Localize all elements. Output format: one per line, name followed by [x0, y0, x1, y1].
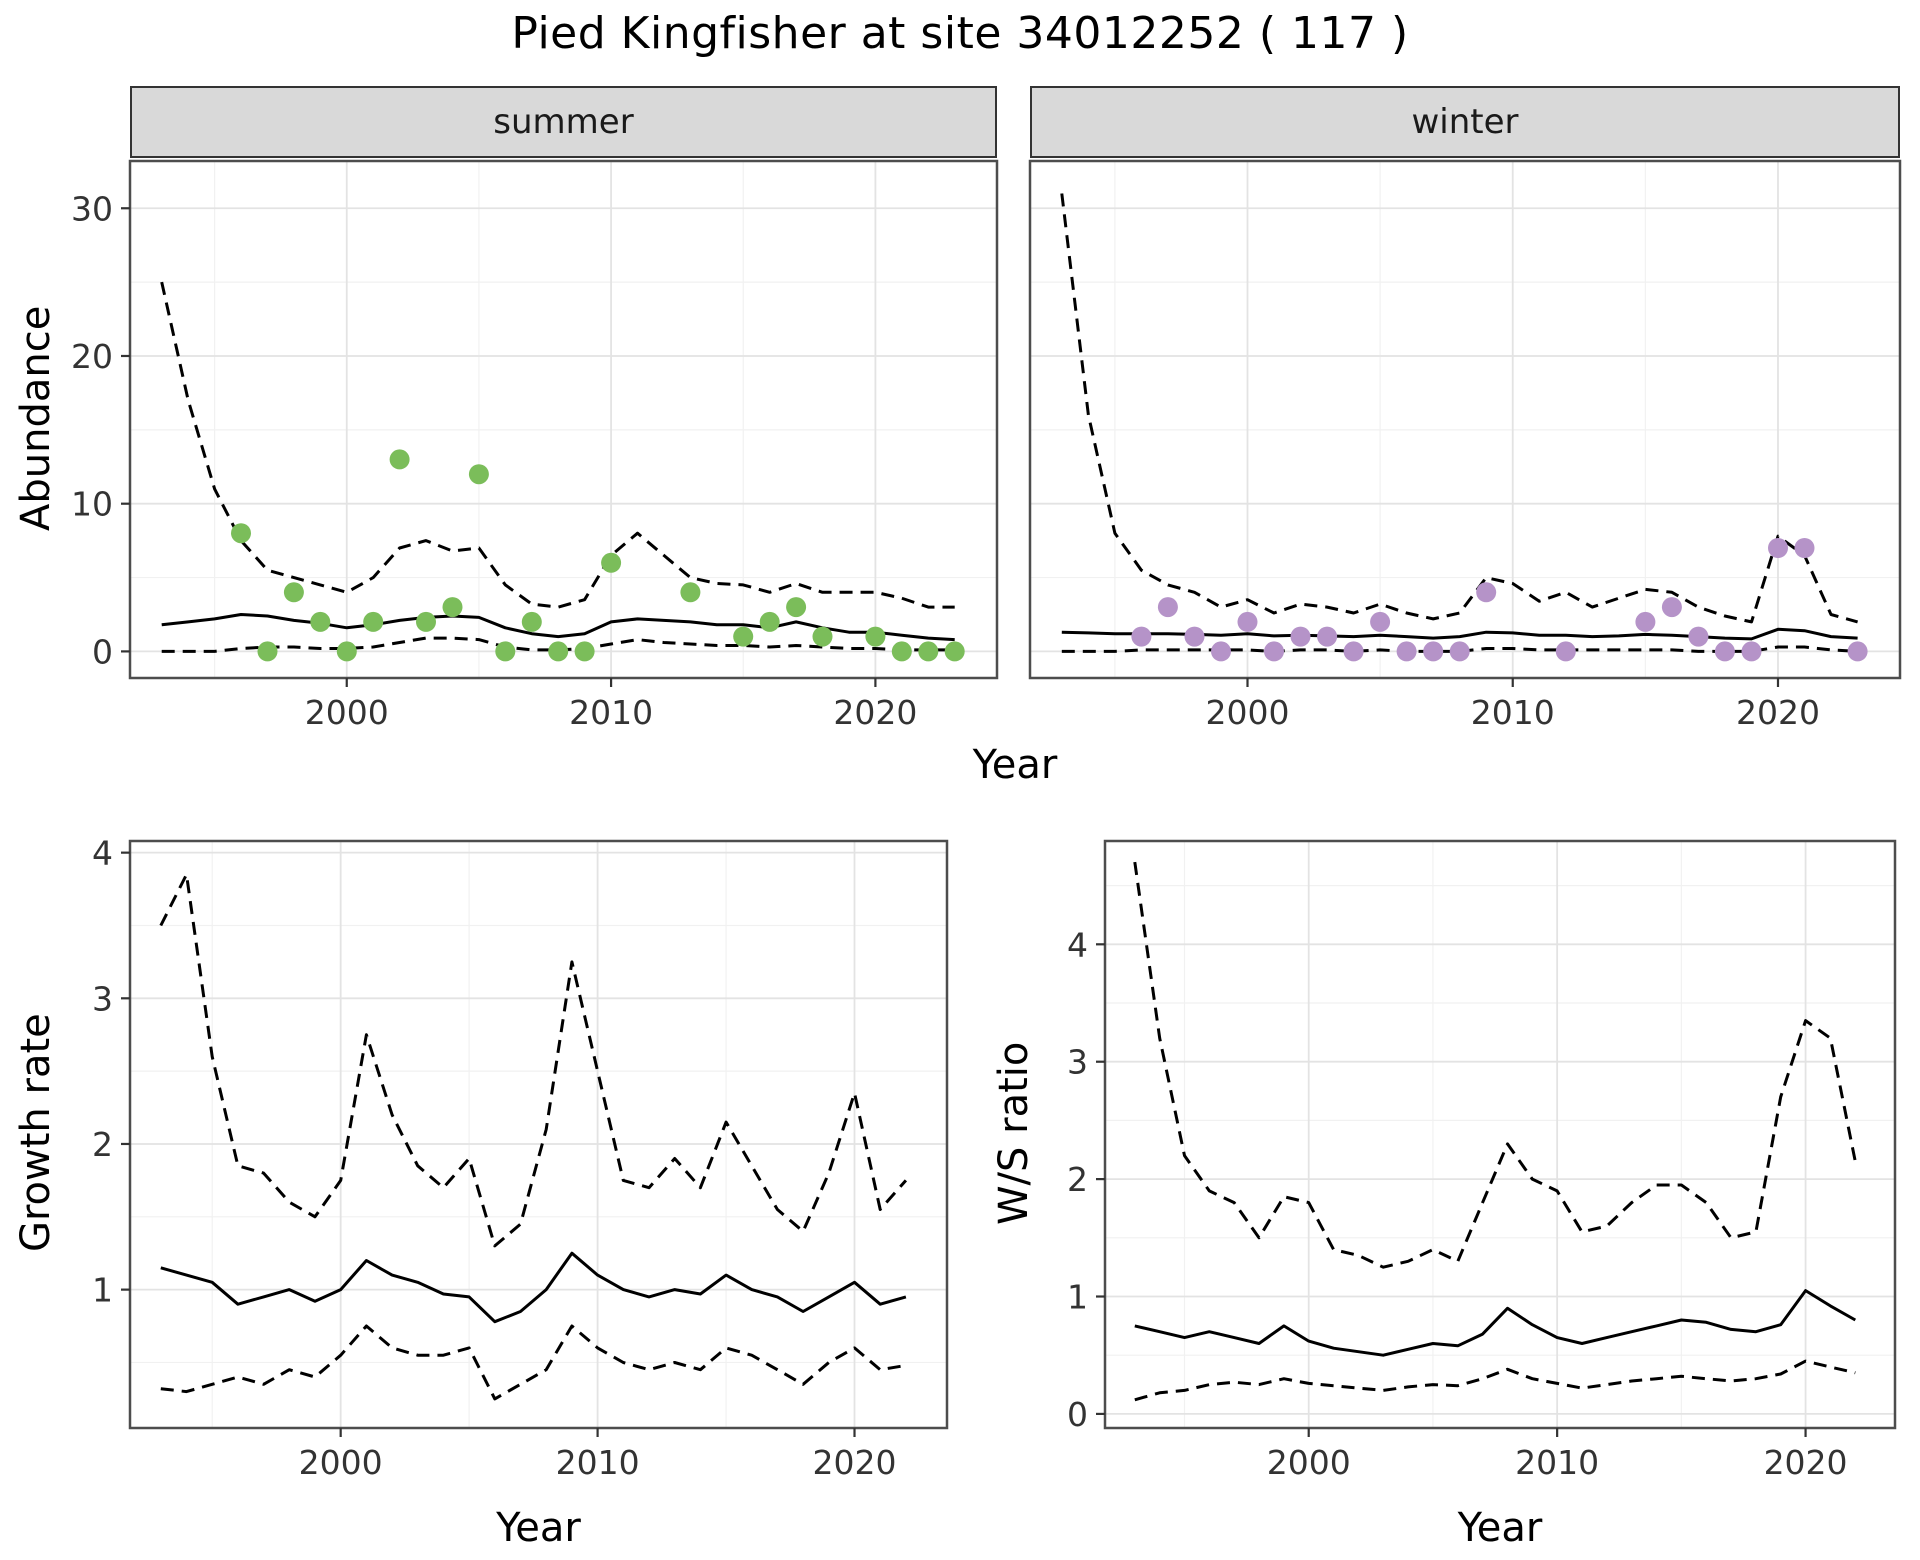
svg-text:4: 4 [92, 838, 113, 873]
svg-text:1: 1 [1067, 1278, 1088, 1317]
growth-rate-x-axis-label: Year [496, 1505, 581, 1551]
page-title: Pied Kingfisher at site 34012252 ( 117 ) [511, 8, 1409, 59]
svg-text:0: 0 [1067, 1395, 1088, 1434]
svg-text:2: 2 [92, 1125, 113, 1164]
svg-text:2010: 2010 [556, 1443, 640, 1482]
ws-ratio-x-axis-label: Year [1457, 1505, 1543, 1551]
svg-text:2020: 2020 [1736, 693, 1820, 732]
svg-text:0: 0 [92, 632, 113, 671]
svg-text:2000: 2000 [305, 693, 389, 732]
summer-abundance-plot: 2000 2010 2020 0 10 20 30 [71, 159, 999, 732]
ws-ratio-plot: 2000 2010 2020 0 1 2 3 4 [1067, 839, 1897, 1482]
winter-abundance-plot: 2000 2010 2020 [1028, 159, 1902, 732]
svg-text:2010: 2010 [569, 693, 653, 732]
svg-text:2: 2 [1067, 1160, 1088, 1199]
facet-strip-summer-label: summer [493, 102, 634, 142]
svg-text:2010: 2010 [1515, 1443, 1599, 1482]
svg-text:1: 1 [92, 1271, 113, 1310]
svg-text:2000: 2000 [1206, 693, 1290, 732]
svg-text:3: 3 [92, 979, 113, 1018]
svg-text:4: 4 [1067, 925, 1088, 964]
top-x-axis-label: Year [972, 742, 1058, 788]
growth-rate-plot: 2000 2010 2020 1 2 3 4 [92, 838, 949, 1482]
svg-text:20: 20 [71, 337, 113, 376]
facet-strip-summer: summer [130, 86, 997, 158]
svg-text:2020: 2020 [833, 693, 917, 732]
svg-text:2000: 2000 [1267, 1443, 1351, 1482]
facet-strip-winter: winter [1030, 86, 1900, 158]
svg-text:2010: 2010 [1471, 693, 1555, 732]
svg-text:30: 30 [71, 189, 113, 228]
svg-text:2000: 2000 [299, 1443, 383, 1482]
svg-text:3: 3 [1067, 1043, 1088, 1082]
svg-text:2020: 2020 [813, 1443, 897, 1482]
facet-strip-winter-label: winter [1411, 102, 1519, 142]
svg-text:2020: 2020 [1764, 1443, 1848, 1482]
svg-text:10: 10 [71, 485, 113, 524]
